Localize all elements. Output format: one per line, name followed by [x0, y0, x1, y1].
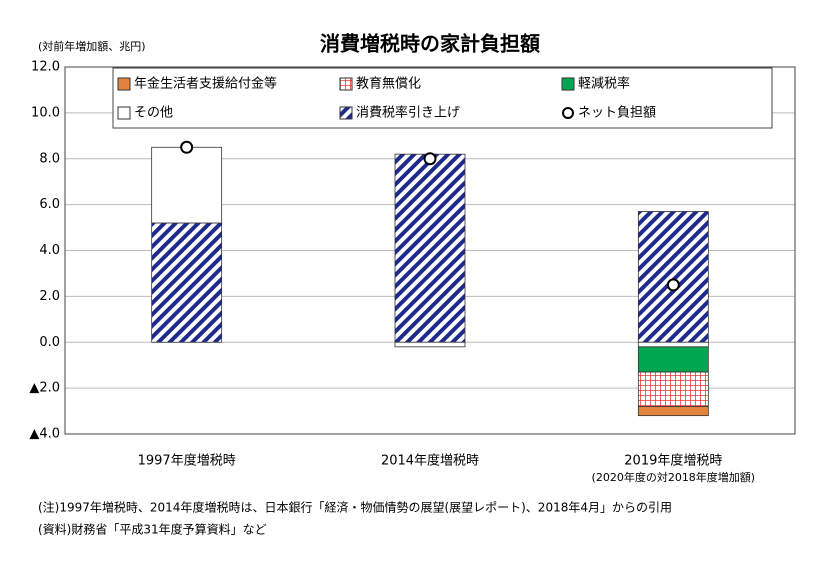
legend-label: 消費税率引き上げ	[356, 105, 460, 121]
net-marker	[180, 140, 194, 154]
legend-box	[112, 67, 773, 129]
note: (注)1997年増税時、2014年度増税時は、日本銀行「経済・物価情勢の展望(展…	[38, 500, 672, 515]
bar-segment	[637, 341, 709, 348]
legend-marker	[117, 106, 131, 120]
legend-label: 軽減税率	[578, 76, 630, 92]
y-tick-label: ▲4.0	[29, 427, 60, 442]
y-tick-label: 4.0	[39, 243, 60, 258]
note: (資料)財務省「平成31年度予算資料」など	[38, 522, 267, 537]
y-tick-label: 2.0	[39, 289, 60, 304]
x-tick-label: 2014年度増税時	[381, 453, 479, 469]
bar-segment	[394, 153, 466, 343]
x-tick-label: 1997年度増税時	[138, 453, 236, 469]
legend-label: 教育無償化	[356, 76, 421, 92]
legend-marker	[117, 77, 131, 91]
bar-segment	[637, 371, 709, 407]
x-tick-note: (2020年度の対2018年度増加額)	[592, 470, 756, 484]
net-marker	[666, 278, 680, 292]
bar-segment	[151, 146, 223, 224]
chart-title: 消費増税時の家計負担額	[320, 32, 540, 56]
y-tick-label: 12.0	[31, 60, 60, 75]
net-marker	[423, 152, 437, 166]
legend-label: ネット負担額	[578, 106, 656, 121]
bar-segment	[151, 222, 223, 343]
legend-marker	[561, 77, 575, 91]
bar-segment	[394, 341, 466, 348]
y-tick-label: 8.0	[39, 151, 60, 166]
legend-label: 年金生活者支援給付金等	[134, 76, 277, 92]
y-tick-label: 0.0	[39, 335, 60, 350]
bar-segment	[637, 346, 709, 373]
y-axis-label: (対前年増加額、兆円)	[38, 39, 146, 53]
y-tick-label: 6.0	[39, 197, 60, 212]
legend-label: その他	[134, 106, 173, 121]
plot-border	[64, 66, 796, 435]
y-tick-label: ▲2.0	[29, 381, 60, 396]
legend-marker	[339, 77, 353, 91]
x-tick-label: 2019年度増税時	[624, 453, 722, 469]
y-tick-label: 10.0	[31, 105, 60, 120]
bar-segment	[637, 406, 709, 417]
bar-segment	[637, 211, 709, 343]
legend-marker	[339, 106, 353, 120]
legend-marker	[562, 107, 574, 119]
